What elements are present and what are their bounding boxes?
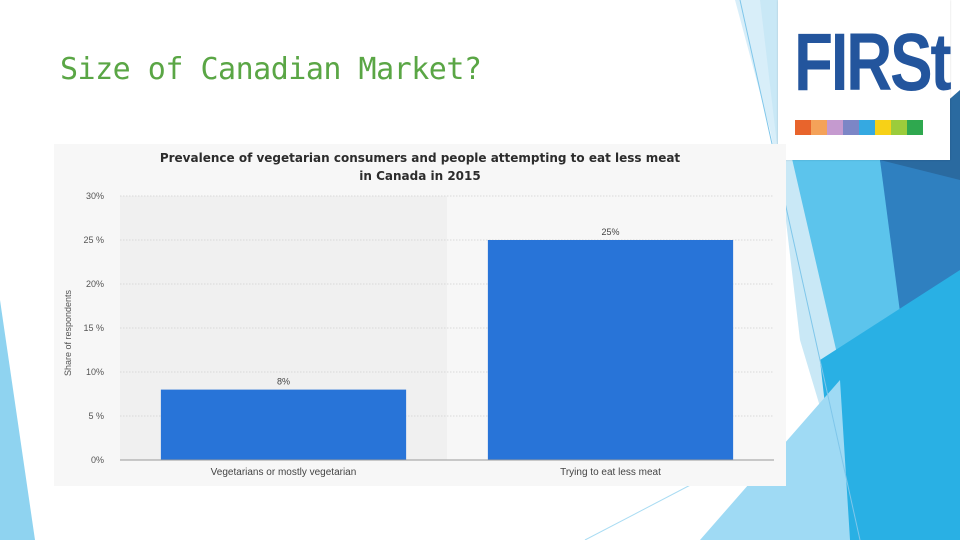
logo-strip-block-2 [811,120,827,135]
bar-value-label: 8% [277,377,290,387]
y-tick-label: 30% [86,191,104,201]
y-tick-label: 5 % [88,411,104,421]
chart-title-line-2: in Canada in 2015 [359,169,481,183]
logo-strip-block-1 [795,120,811,135]
logo-wordmark: FIRSt [794,17,952,108]
y-tick-label: 10% [86,367,104,377]
y-tick-label: 0% [91,455,104,465]
logo-strip-block-7 [891,120,907,135]
logo-color-strip [795,120,923,135]
x-category-label: Vegetarians or mostly vegetarian [211,467,357,478]
chart-title: Prevalence of vegetarian consumers and p… [54,149,786,185]
y-tick-label: 15 % [83,323,104,333]
x-category-label: Trying to eat less meat [560,467,661,478]
logo-strip-block-5 [859,120,875,135]
chart-title-line-1: Prevalence of vegetarian consumers and p… [159,151,681,165]
y-tick-label: 20% [86,279,104,289]
slide-title: Size of Canadian Market? [60,52,482,87]
logo-strip-block-8 [907,120,923,135]
bar-value-label: 25% [601,227,619,237]
y-axis-title: Share of respondents [63,289,73,376]
bar [487,240,734,460]
chart-panel: 0% 5 % 10% 15 % 20% 25 % 30% Share of responden… [54,144,786,486]
bar-chart: 0% 5 % 10% 15 % 20% 25 % 30% Share of responden… [54,144,786,486]
bar [160,389,407,460]
first-logo: FIRSt [778,0,952,160]
logo-strip-block-6 [875,120,891,135]
logo-strip-block-4 [843,120,859,135]
y-tick-label: 25 % [83,235,104,245]
logo-strip-block-3 [827,120,843,135]
